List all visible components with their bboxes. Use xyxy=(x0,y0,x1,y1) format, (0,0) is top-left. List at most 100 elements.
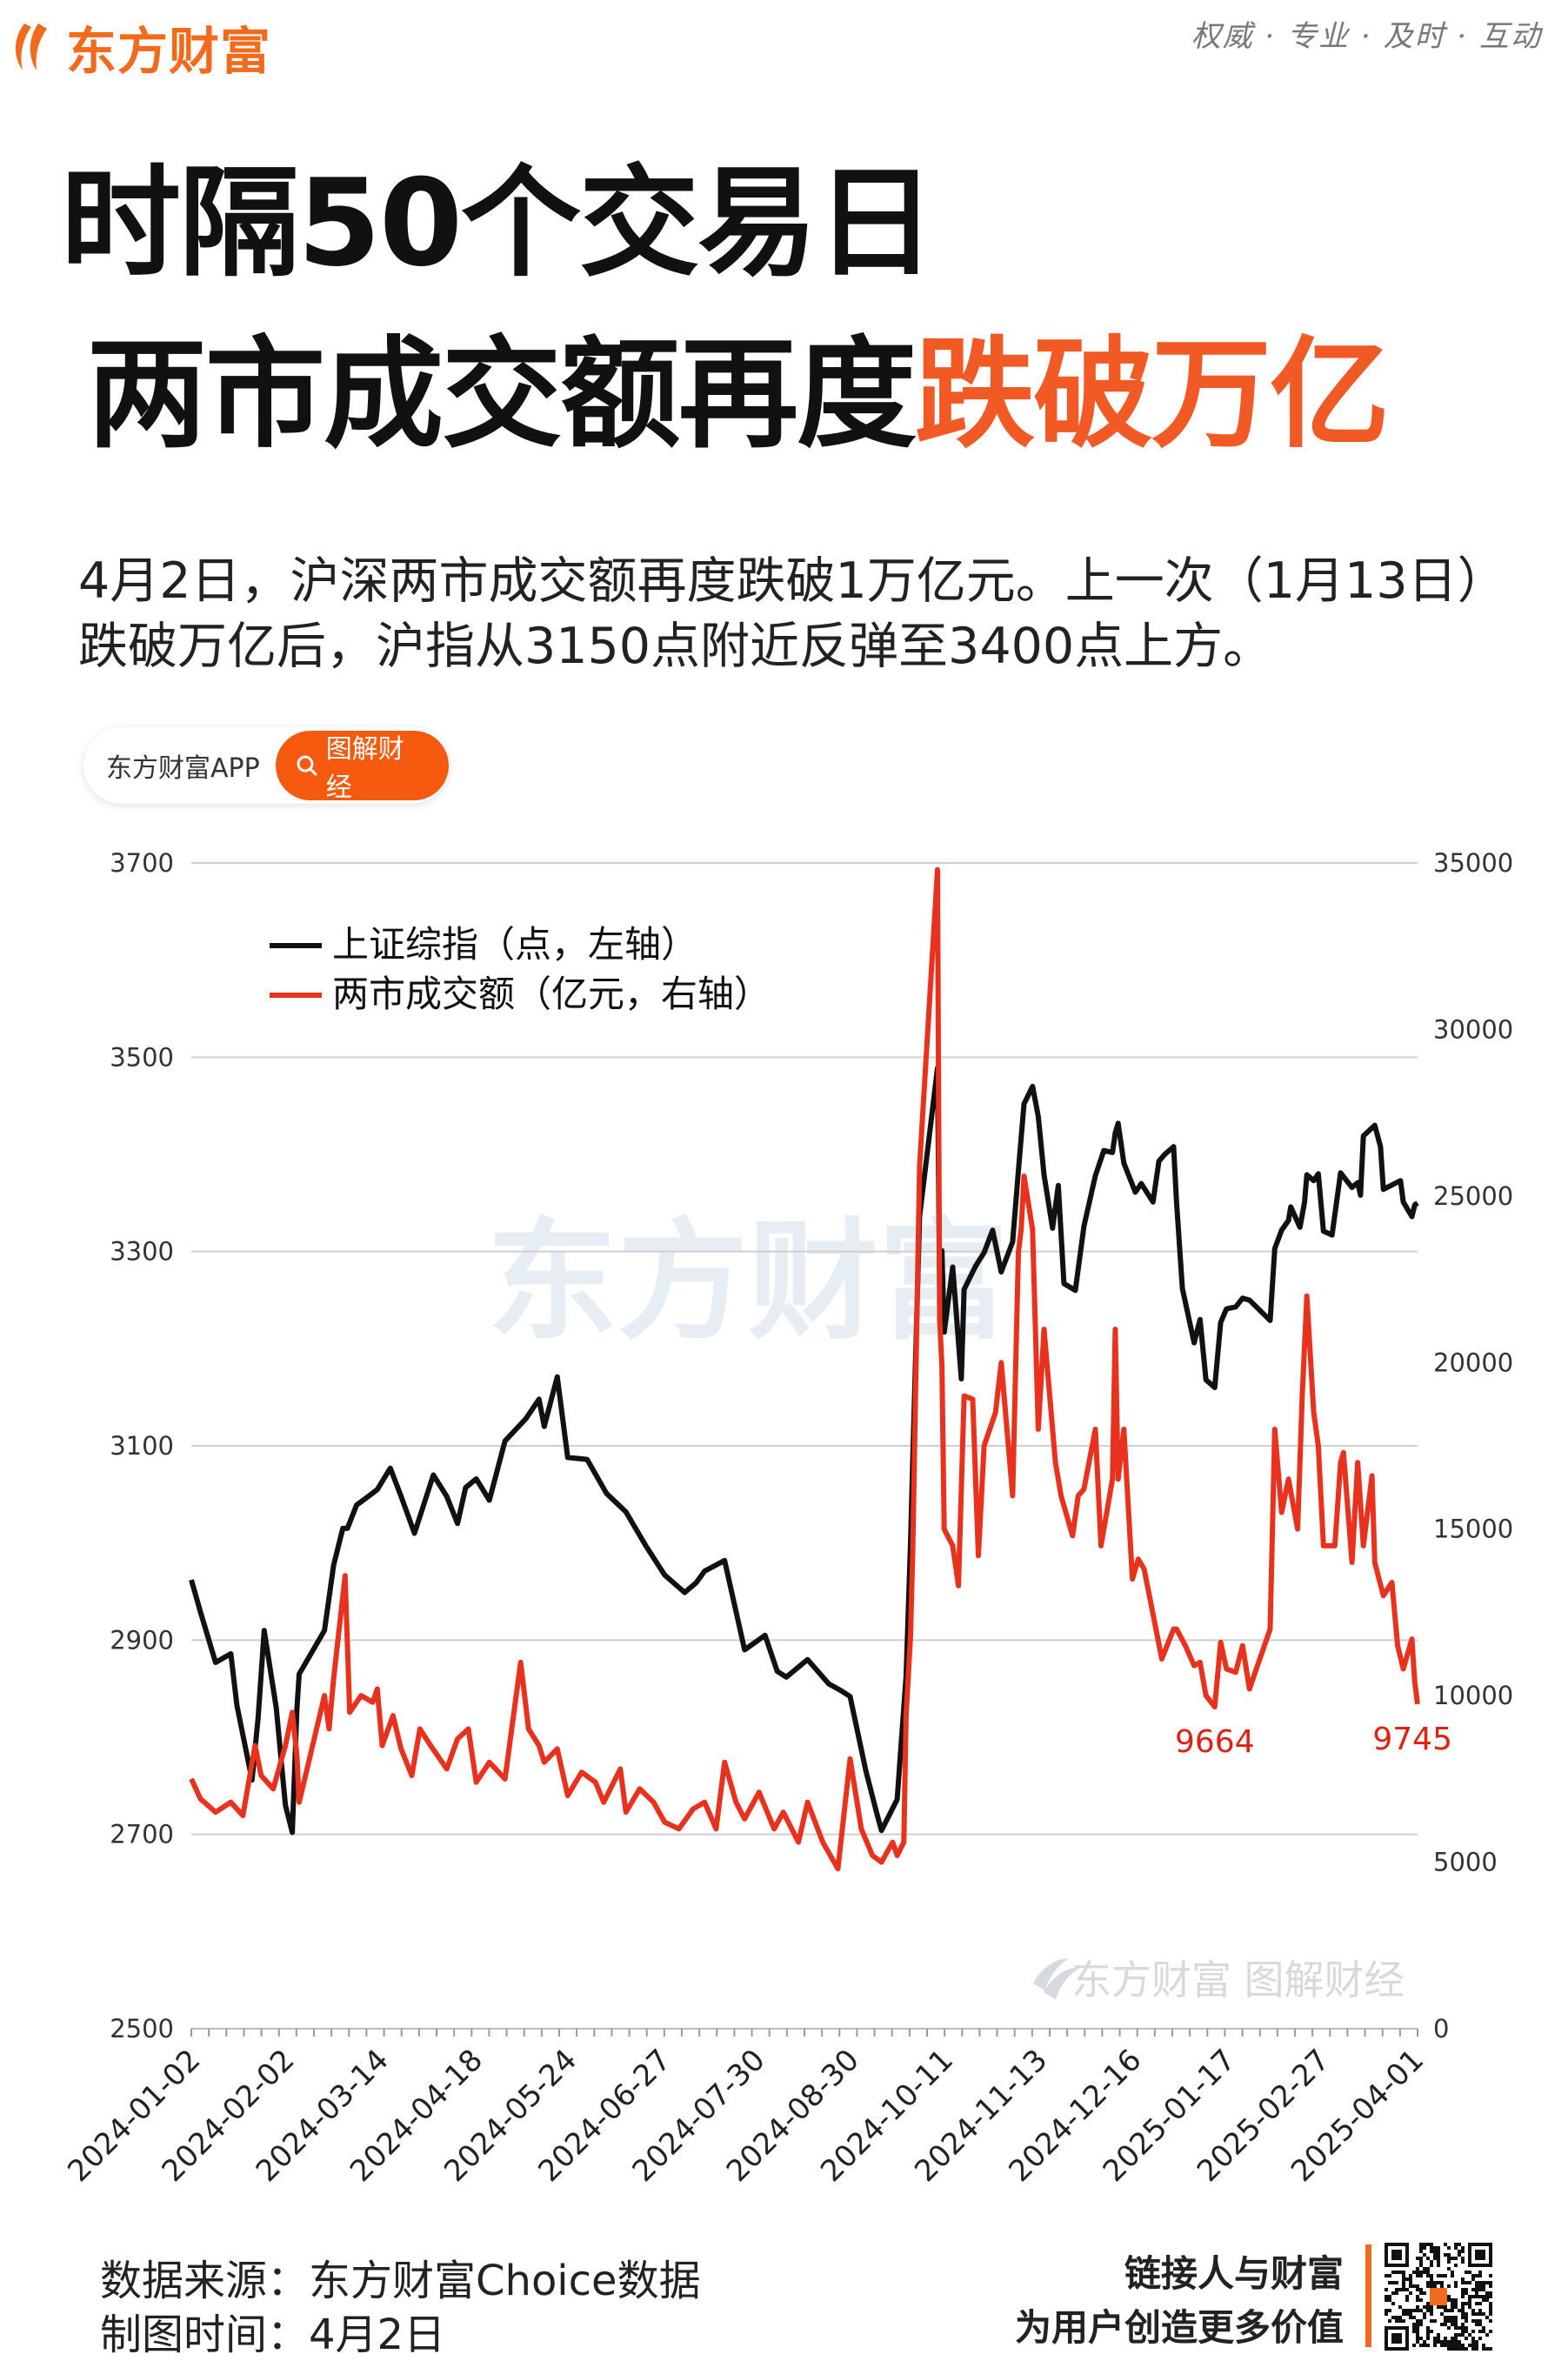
qr-module xyxy=(1433,2340,1437,2344)
qr-module xyxy=(1437,2250,1440,2253)
qr-module xyxy=(1426,2333,1430,2337)
app-label: 东方财富APP xyxy=(106,753,260,784)
qr-module xyxy=(1454,2246,1458,2250)
qr-module xyxy=(1395,2319,1398,2323)
qr-module xyxy=(1412,2271,1416,2274)
qr-module xyxy=(1395,2291,1398,2295)
qr-module xyxy=(1426,2309,1430,2312)
qr-module xyxy=(1440,2340,1444,2344)
qr-module xyxy=(1412,2326,1416,2330)
qr-module xyxy=(1478,2302,1482,2305)
qr-module xyxy=(1423,2305,1426,2309)
qr-module xyxy=(1451,2305,1454,2309)
y-right-tick-label: 35000 xyxy=(1433,848,1513,878)
graphic-finance-button[interactable]: 图解财经 xyxy=(275,731,449,803)
qr-module xyxy=(1395,2271,1398,2274)
qr-module xyxy=(1478,2274,1482,2277)
qr-module xyxy=(1454,2347,1458,2351)
qr-module xyxy=(1430,2264,1433,2267)
qr-module xyxy=(1395,2288,1398,2291)
qr-module xyxy=(1489,2284,1492,2288)
qr-module xyxy=(1444,2337,1447,2340)
qr-module xyxy=(1388,2295,1391,2298)
qr-module xyxy=(1489,2274,1492,2277)
qr-module xyxy=(1426,2271,1430,2274)
qr-module xyxy=(1388,2298,1391,2302)
qr-module xyxy=(1391,2291,1395,2295)
qr-module xyxy=(1454,2305,1458,2309)
qr-module xyxy=(1468,2271,1471,2274)
qr-module xyxy=(1465,2347,1468,2351)
qr-module xyxy=(1416,2330,1419,2333)
qr-module xyxy=(1461,2344,1465,2347)
qr-module xyxy=(1430,2250,1433,2253)
qr-module xyxy=(1461,2281,1465,2284)
qr-module xyxy=(1451,2316,1454,2319)
qr-module xyxy=(1458,2340,1461,2344)
qr-module xyxy=(1468,2302,1471,2305)
qr-module xyxy=(1482,2312,1485,2316)
qr-module xyxy=(1412,2344,1416,2347)
qr-code-icon[interactable] xyxy=(1385,2243,1492,2351)
qr-module xyxy=(1458,2250,1461,2253)
qr-module xyxy=(1398,2316,1402,2319)
qr-module xyxy=(1423,2271,1426,2274)
qr-module xyxy=(1482,2298,1485,2302)
qr-module xyxy=(1419,2246,1423,2250)
qr-module xyxy=(1461,2302,1465,2305)
qr-module xyxy=(1482,2347,1485,2351)
qr-module xyxy=(1416,2298,1419,2302)
qr-module xyxy=(1395,2316,1398,2319)
qr-module xyxy=(1405,2298,1409,2302)
qr-module xyxy=(1398,2305,1402,2309)
qr-module xyxy=(1419,2298,1423,2302)
qr-module xyxy=(1475,2295,1478,2298)
qr-module xyxy=(1402,2281,1405,2284)
qr-module xyxy=(1426,2330,1430,2333)
qr-module xyxy=(1461,2323,1465,2326)
qr-module xyxy=(1405,2288,1409,2291)
qr-module xyxy=(1447,2326,1451,2330)
footer-slogan-2: 为用户创造更多价值 xyxy=(1014,2306,1344,2349)
qr-module xyxy=(1478,2284,1482,2288)
qr-module xyxy=(1451,2323,1454,2326)
qr-module xyxy=(1461,2288,1465,2291)
qr-module xyxy=(1440,2305,1444,2309)
subtitle-line-2: 跌破万亿后，沪指从3150点附近反弹至3400点上方。 xyxy=(78,618,1273,675)
qr-module xyxy=(1409,2274,1412,2277)
qr-module xyxy=(1423,2267,1426,2271)
qr-module xyxy=(1402,2288,1405,2291)
y-left-tick-label: 3300 xyxy=(110,1237,174,1267)
qr-module xyxy=(1398,2288,1402,2291)
qr-module xyxy=(1402,2284,1405,2288)
footer-slogan-1: 链接人与财富 xyxy=(1124,2252,1344,2295)
qr-module xyxy=(1454,2340,1458,2344)
qr-module xyxy=(1388,2309,1391,2312)
qr-module xyxy=(1426,2344,1430,2347)
y-left-tick-label: 2700 xyxy=(110,1820,174,1849)
qr-module xyxy=(1451,2337,1454,2340)
qr-module xyxy=(1437,2253,1440,2257)
qr-module xyxy=(1478,2323,1482,2326)
qr-module xyxy=(1461,2330,1465,2333)
qr-module xyxy=(1461,2246,1465,2250)
qr-module xyxy=(1471,2312,1475,2316)
qr-module xyxy=(1437,2305,1440,2309)
qr-module xyxy=(1461,2326,1465,2330)
qr-module xyxy=(1454,2284,1458,2288)
qr-module xyxy=(1451,2257,1454,2260)
qr-module xyxy=(1471,2340,1475,2344)
qr-module xyxy=(1478,2330,1482,2333)
qr-module xyxy=(1402,2271,1405,2274)
qr-module xyxy=(1416,2271,1419,2274)
qr-module xyxy=(1458,2243,1461,2246)
data-source: 数据来源：东方财富Choice数据 xyxy=(100,2257,701,2305)
qr-module xyxy=(1419,2291,1423,2295)
qr-module xyxy=(1416,2267,1419,2271)
qr-module xyxy=(1444,2274,1447,2277)
qr-module xyxy=(1430,2246,1433,2250)
qr-module xyxy=(1475,2344,1478,2347)
qr-module xyxy=(1458,2344,1461,2347)
qr-module xyxy=(1409,2277,1412,2281)
qr-module xyxy=(1454,2323,1458,2326)
